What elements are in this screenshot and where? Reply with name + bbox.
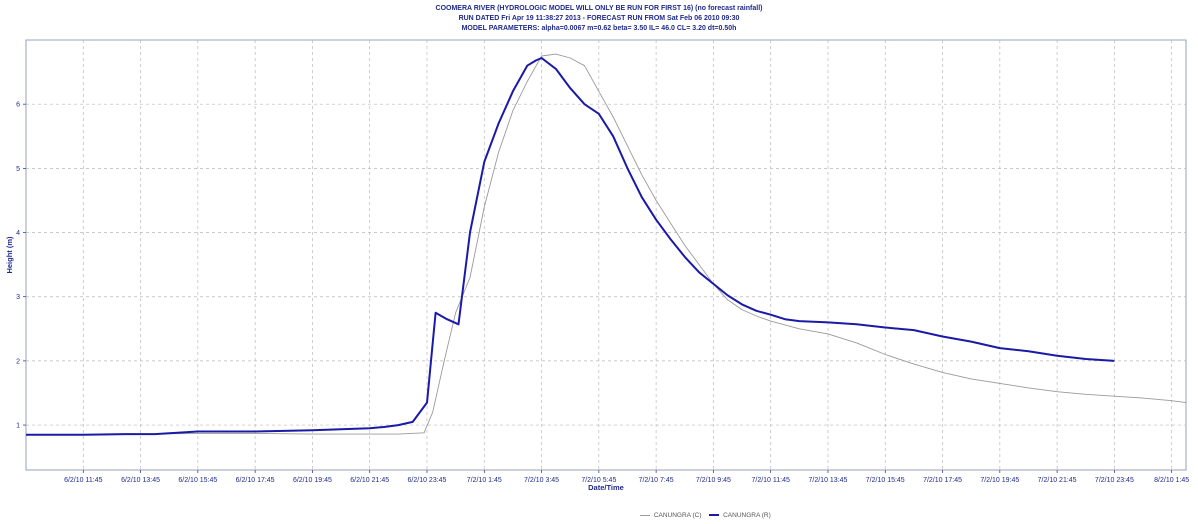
x-tick-label: 7/2/10 9:45 xyxy=(696,477,731,484)
chart-titles: COOMERA RIVER (HYDROLOGIC MODEL WILL ONL… xyxy=(0,4,1198,34)
x-tick-label: 7/2/10 19:45 xyxy=(980,477,1019,484)
series-line-canungra-c xyxy=(26,53,1187,436)
legend-swatch-r xyxy=(709,514,720,517)
x-tick-label: 6/2/10 23:45 xyxy=(408,477,447,484)
plot-area xyxy=(25,39,1187,471)
x-tick-label: 6/2/10 19:45 xyxy=(293,477,332,484)
y-tick-label: 2 xyxy=(16,358,20,365)
chart-title-line-1: COOMERA RIVER (HYDROLOGIC MODEL WILL ONL… xyxy=(435,5,763,12)
legend-label-r: CANUNGRA (R) xyxy=(723,512,771,519)
legend-label-c: CANUNGRA (C) xyxy=(653,512,702,519)
x-tick-label: 7/2/10 3:45 xyxy=(524,477,559,484)
chart-title-line-3: MODEL PARAMETERS: alpha=0.0067 m=0.62 be… xyxy=(461,25,737,32)
x-axis-title: Date/Time xyxy=(588,483,624,492)
y-tick-label: 6 xyxy=(16,102,20,109)
y-tick-label: 1 xyxy=(16,423,20,430)
legend-item-r: CANUNGRA (R) xyxy=(709,512,771,519)
x-tick-label: 6/2/10 15:45 xyxy=(178,477,217,484)
x-tick-label: 7/2/10 5:45 xyxy=(581,477,616,484)
series-line-canungra-r xyxy=(26,57,1115,436)
x-tick-label: 7/2/10 7:45 xyxy=(639,477,674,484)
x-tick-label: 6/2/10 21:45 xyxy=(350,477,389,484)
y-tick-label: 4 xyxy=(16,230,20,237)
x-tick-label: 7/2/10 13:45 xyxy=(809,477,848,484)
x-tick-label: 6/2/10 17:45 xyxy=(236,477,275,484)
x-tick-label: 7/2/10 23:45 xyxy=(1095,477,1134,484)
x-tick-label: 6/2/10 13:45 xyxy=(121,477,160,484)
x-tick-label: 7/2/10 1:45 xyxy=(467,477,502,484)
x-tick-label: 7/2/10 11:45 xyxy=(751,477,790,484)
chart-legend: CANUNGRA (C) CANUNGRA (R) xyxy=(640,512,777,519)
x-tick-label: 7/2/10 17:45 xyxy=(923,477,962,484)
legend-item-c: CANUNGRA (C) xyxy=(640,512,701,519)
y-axis-title: Height (m) xyxy=(5,236,14,274)
y-tick-label: 5 xyxy=(16,166,20,173)
x-tick-label: 7/2/10 15:45 xyxy=(866,477,905,484)
x-tick-label: 6/2/10 11:45 xyxy=(64,477,103,484)
y-tick-label: 3 xyxy=(16,294,20,301)
legend-swatch-c xyxy=(640,514,650,516)
x-tick-label: 7/2/10 21:45 xyxy=(1038,477,1077,484)
chart-title-line-2: RUN DATED Fri Apr 19 11:38:27 2013 - FOR… xyxy=(458,15,740,22)
x-tick-label: 8/2/10 1:45 xyxy=(1154,477,1189,484)
